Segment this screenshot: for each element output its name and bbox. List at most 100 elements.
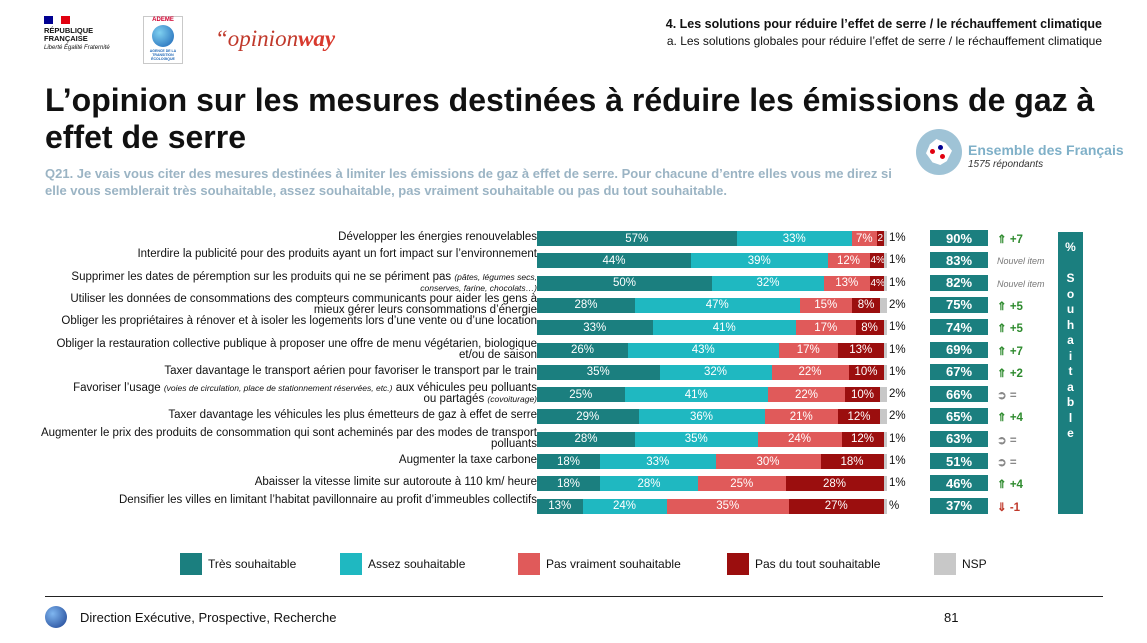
bar-segment-2: 41% <box>652 320 796 336</box>
bar-segment-1: 44% <box>537 253 691 269</box>
evolution-value: ⇑ +7 <box>997 345 1023 358</box>
bar-segment-3: 12% <box>827 253 870 269</box>
stacked-bar: 28% 47% 15% 8% <box>537 297 887 313</box>
bar-segment-1: 50% <box>537 275 712 291</box>
rf-line1: RÉPUBLIQUE <box>44 26 94 35</box>
legend-label: Assez souhaitable <box>368 557 466 571</box>
france-map-icon <box>916 129 962 175</box>
evolution-value: ⇑ +4 <box>997 412 1023 425</box>
side-label-char: % <box>1065 240 1076 254</box>
bar-segment-3: 13% <box>824 275 870 291</box>
bar-segment-2: 32% <box>712 275 824 291</box>
bar-segment-3: 17% <box>778 342 838 358</box>
bar-segment-4: 8% <box>852 297 880 313</box>
row-label: Utiliser les données de consommations de… <box>70 292 537 316</box>
legend-swatch <box>934 553 956 575</box>
bar-segment-1: 26% <box>537 342 628 358</box>
bar-segment-1: 57% <box>537 231 737 246</box>
bar-segment-1: 33% <box>537 320 653 336</box>
total-souhaitable: 37% <box>930 497 988 514</box>
bar-segment-3: 22% <box>771 364 849 380</box>
bar-segment-4: 27% <box>789 498 884 514</box>
total-souhaitable: 51% <box>930 453 988 469</box>
bar-segment-nsp <box>883 253 887 269</box>
bar-segment-4: 10% <box>848 364 884 380</box>
evolution-value: ⇑ +2 <box>997 367 1023 380</box>
side-label-char <box>1069 256 1072 272</box>
bar-segment-1: 25% <box>537 387 625 403</box>
evolution-value: Nouvel item <box>997 256 1045 267</box>
bar-segment-1: 28% <box>537 431 635 447</box>
nsp-value: 1% <box>889 343 906 356</box>
stacked-bar: 33% 41% 17% 8% <box>537 320 887 336</box>
side-label-char: l <box>1068 410 1073 425</box>
total-souhaitable: 46% <box>930 475 988 492</box>
bar-segment-2: 43% <box>628 342 779 358</box>
bar-segment-nsp <box>883 275 887 291</box>
bar-segment-nsp <box>883 431 887 447</box>
footer-text: Direction Exécutive, Prospective, Recher… <box>80 610 337 625</box>
globe-icon <box>152 25 174 47</box>
stacked-bar: 13% 24% 35% 27% <box>537 498 887 514</box>
nsp-value: 1% <box>889 455 906 467</box>
nsp-value: 1% <box>889 254 906 267</box>
row-label: Abaisser la vitesse limite sur autoroute… <box>254 476 537 489</box>
bar-segment-4: 13% <box>838 342 884 358</box>
total-souhaitable: 75% <box>930 296 988 313</box>
bar-segment-3: 25% <box>698 476 786 492</box>
bar-segment-2: 39% <box>691 253 828 269</box>
legend-label: Très souhaitable <box>208 557 297 571</box>
bar-segment-nsp <box>883 364 887 380</box>
stacked-bar: 29% 36% 21% 12% <box>537 409 887 425</box>
stacked-bar: 18% 28% 25% 28% <box>537 476 887 492</box>
nsp-value: 2% <box>889 410 906 423</box>
bar-segment-3: 17% <box>796 320 856 336</box>
legend-swatch <box>727 553 749 575</box>
bar-segment-3: 7% <box>852 231 877 246</box>
ademe-sub: AGENCE DE LA TRANSITION ÉCOLOGIQUE <box>149 49 177 61</box>
page-number: 81 <box>944 610 959 625</box>
legend-swatch <box>180 553 202 575</box>
bar-segment-3: 35% <box>666 498 789 514</box>
bar-segment-2: 35% <box>635 431 758 447</box>
bar-segment-nsp <box>883 320 887 336</box>
opinionway-pre: “opinion <box>215 26 299 51</box>
opinionway-post: way <box>298 26 336 51</box>
bar-segment-nsp <box>880 387 887 403</box>
bar-segment-2: 32% <box>659 364 772 380</box>
bar-segment-1: 18% <box>537 454 600 469</box>
row-label: Taxer davantage les véhicules les plus é… <box>168 409 537 422</box>
nsp-value: 2% <box>889 388 906 401</box>
bar-segment-4: 4% <box>869 275 885 291</box>
evolution-value: ➲ = <box>997 457 1017 469</box>
bar-segment-2: 36% <box>638 409 765 425</box>
french-flag-icon <box>44 16 71 24</box>
legend-label: Pas vraiment souhaitable <box>546 557 681 571</box>
total-souhaitable: 82% <box>930 274 988 291</box>
ademe-logo: ADEME AGENCE DE LA TRANSITION ÉCOLOGIQUE <box>143 16 183 64</box>
side-label-char: u <box>1066 302 1075 316</box>
bar-segment-nsp <box>883 498 887 514</box>
opinionway-logo: “opinionway <box>215 26 335 52</box>
bar-segment-4: 8% <box>855 320 884 336</box>
question-text: Q21. Je vais vous citer des mesures dest… <box>45 166 892 198</box>
bar-segment-nsp <box>883 231 887 246</box>
side-label-char: h <box>1066 317 1075 332</box>
row-label: Augmenter le prix des produits de consom… <box>40 426 537 450</box>
globe-icon <box>45 606 67 628</box>
total-souhaitable: 74% <box>930 319 988 336</box>
footer-divider <box>45 596 1103 597</box>
nsp-value: 2% <box>889 298 906 311</box>
side-label-char: e <box>1067 426 1074 440</box>
evolution-value: ➲ = <box>997 434 1017 447</box>
total-souhaitable: 65% <box>930 408 988 425</box>
bar-segment-4: 10% <box>845 387 880 403</box>
bar-segment-1: 18% <box>537 476 600 492</box>
nsp-value: 1% <box>889 365 906 378</box>
row-label: Développer les énergies renouvelables <box>338 231 537 243</box>
legend-label: NSP <box>962 557 987 571</box>
legend-item-pas-vraiment: Pas vraiment souhaitable <box>518 553 681 575</box>
evolution-value: ⇓ -1 <box>997 501 1021 514</box>
legend-item-tres: Très souhaitable <box>180 553 296 575</box>
nsp-value: 1% <box>889 477 906 490</box>
